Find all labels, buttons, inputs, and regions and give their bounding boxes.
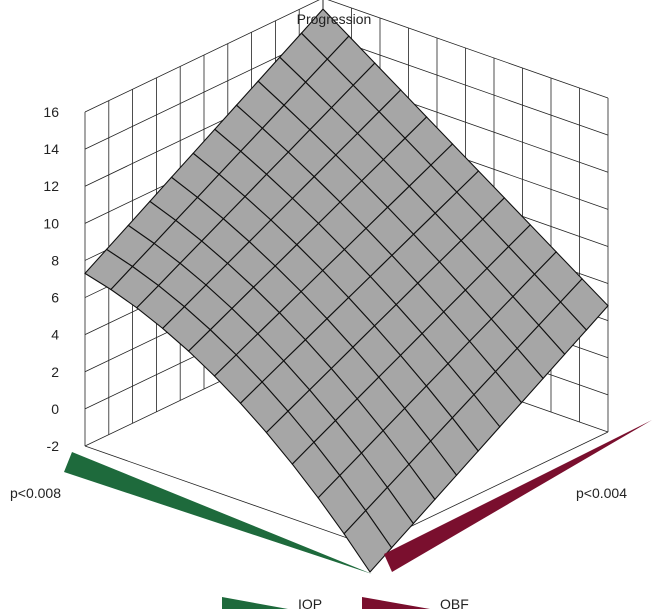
surface-plot [84, 8, 609, 573]
chart-title: Progression [297, 11, 372, 27]
surface-cell [343, 509, 393, 573]
legend-iop-label: IOP [298, 596, 322, 612]
axis-wedges [64, 420, 652, 574]
legend-obf-swatch [362, 597, 430, 609]
legend-iop-swatch [222, 597, 288, 609]
wall-gridline-z-9 [84, 0, 609, 113]
legend: IOP OBF [222, 596, 469, 612]
z-tick-label: 2 [51, 364, 59, 380]
obf-axis-wedge [384, 420, 652, 572]
z-tick-label: 8 [51, 252, 59, 268]
z-tick-label: -2 [47, 438, 60, 454]
iop-axis-wedge [64, 452, 372, 574]
z-tick-label: 10 [43, 215, 59, 231]
z-tick-label: 12 [43, 178, 59, 194]
y-axis-corner-label: p<0.004 [576, 485, 627, 501]
z-tick-label: 6 [51, 290, 59, 306]
z-tick-label: 14 [43, 141, 59, 157]
z-tick-label: 4 [51, 327, 59, 343]
x-axis-corner-label: p<0.008 [10, 485, 61, 501]
z-tick-label: 0 [51, 401, 59, 417]
legend-obf-label: OBF [440, 596, 469, 612]
z-axis-tick-labels: -2 0 2 4 6 8 10 12 14 16 [43, 104, 59, 454]
z-tick-label: 16 [43, 104, 59, 120]
